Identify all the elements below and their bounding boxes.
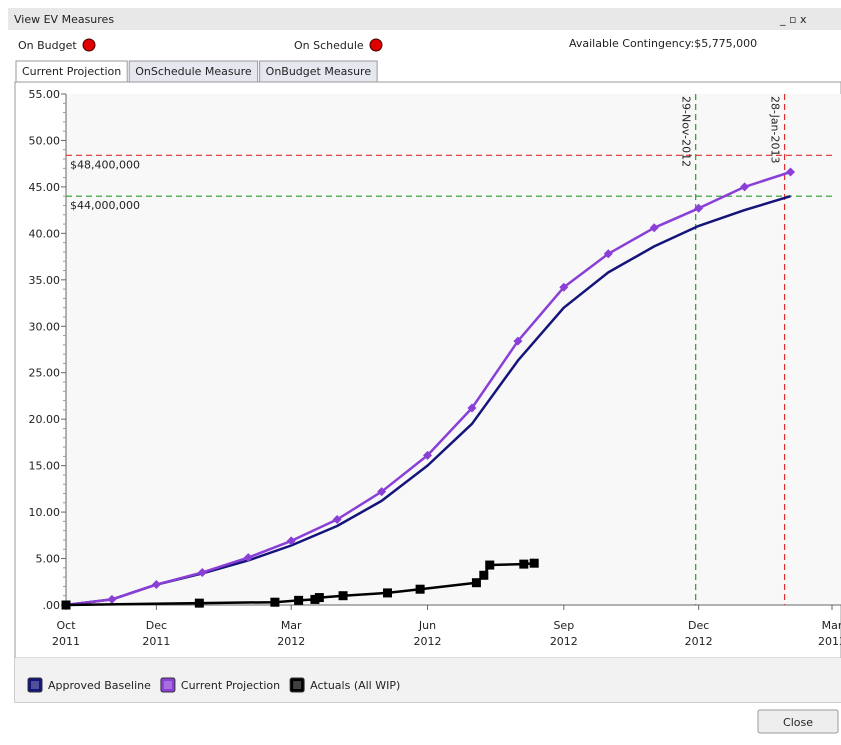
on-schedule-label: On Schedule	[294, 39, 364, 52]
reference-label: $48,400,000	[70, 158, 140, 171]
reference-label: 29-Nov-2012	[680, 96, 693, 167]
legend-area	[15, 658, 841, 702]
marker	[603, 249, 613, 259]
x-tick-label: Oct 2011	[52, 619, 80, 648]
marker	[559, 282, 569, 292]
marker	[294, 595, 304, 605]
y-tick-label: 45.00	[29, 181, 61, 194]
y-tick-label: 10.00	[29, 506, 61, 519]
legend-label: Current Projection	[181, 679, 280, 692]
marker	[467, 403, 477, 413]
y-tick-label: 5.00	[36, 553, 61, 566]
marker	[377, 487, 387, 497]
marker	[423, 450, 433, 460]
window-title: View EV Measures	[14, 13, 114, 26]
marker	[151, 580, 161, 590]
marker	[314, 593, 324, 603]
x-tick-label: Mar 2012	[277, 619, 305, 648]
marker	[471, 578, 481, 588]
legend-swatch-inner	[293, 681, 302, 689]
marker	[107, 594, 117, 604]
tabs: Current Projection OnSchedule Measure OnBu…	[15, 60, 378, 83]
plot-area	[66, 94, 841, 605]
legend-swatch	[289, 677, 305, 693]
x-tick-label: Sep 2012	[550, 619, 578, 648]
marker	[383, 588, 393, 598]
y-tick-label: 55.00	[29, 88, 61, 101]
tab-label[interactable]: OnSchedule Measure	[135, 65, 252, 78]
y-tick-label: 30.00	[29, 320, 61, 333]
marker	[332, 515, 342, 525]
marker	[485, 560, 495, 570]
marker	[513, 336, 523, 346]
window-controls[interactable]: _ ▫ x	[779, 13, 807, 26]
marker	[338, 591, 348, 601]
marker	[786, 167, 796, 177]
on-budget-indicator	[82, 38, 96, 52]
legend-swatch-inner	[31, 681, 39, 689]
tab-label[interactable]: Current Projection	[22, 65, 121, 78]
y-tick-label: 20.00	[29, 413, 61, 426]
marker	[61, 600, 71, 610]
y-tick-label: 35.00	[29, 274, 61, 287]
close-button[interactable]	[757, 709, 839, 734]
y-tick-label: 15.00	[29, 460, 61, 473]
close-button-label[interactable]: Close	[783, 716, 813, 729]
reference-label: 28-Jan-2013	[769, 96, 782, 164]
x-tick-label: Mar2013	[818, 619, 841, 648]
marker	[479, 570, 489, 580]
marker	[270, 597, 280, 607]
y-tick-label: 40.00	[29, 227, 61, 240]
on-budget-label: On Budget	[18, 39, 77, 52]
x-tick-label: Jun 2012	[414, 619, 442, 648]
marker	[194, 598, 204, 608]
tab-label[interactable]: OnBudget Measure	[266, 65, 372, 78]
on-schedule-indicator	[369, 38, 383, 52]
marker	[415, 584, 425, 594]
contingency: Available Contingency:$5,775,000	[569, 37, 757, 50]
marker	[529, 558, 539, 568]
x-tick-label: Dec 2011	[142, 619, 170, 648]
legend-swatch-inner	[163, 681, 172, 689]
x-tick-label: Dec 2012	[685, 619, 713, 648]
marker	[694, 203, 704, 213]
marker	[197, 567, 207, 577]
y-tick-label: 50.00	[29, 134, 61, 147]
legend-label: Approved Baseline	[48, 679, 151, 692]
y-tick-label: 25.00	[29, 367, 61, 380]
legend-swatch	[160, 677, 176, 693]
marker	[649, 223, 659, 233]
legend-swatch	[27, 677, 43, 693]
marker	[519, 559, 529, 569]
marker	[243, 553, 253, 563]
reference-label: $44,000,000	[70, 199, 140, 212]
y-tick-label: .00	[43, 599, 61, 612]
title-bar	[8, 8, 841, 30]
marker	[286, 536, 296, 546]
marker	[740, 182, 750, 192]
legend-label: Actuals (All WIP)	[310, 679, 400, 692]
